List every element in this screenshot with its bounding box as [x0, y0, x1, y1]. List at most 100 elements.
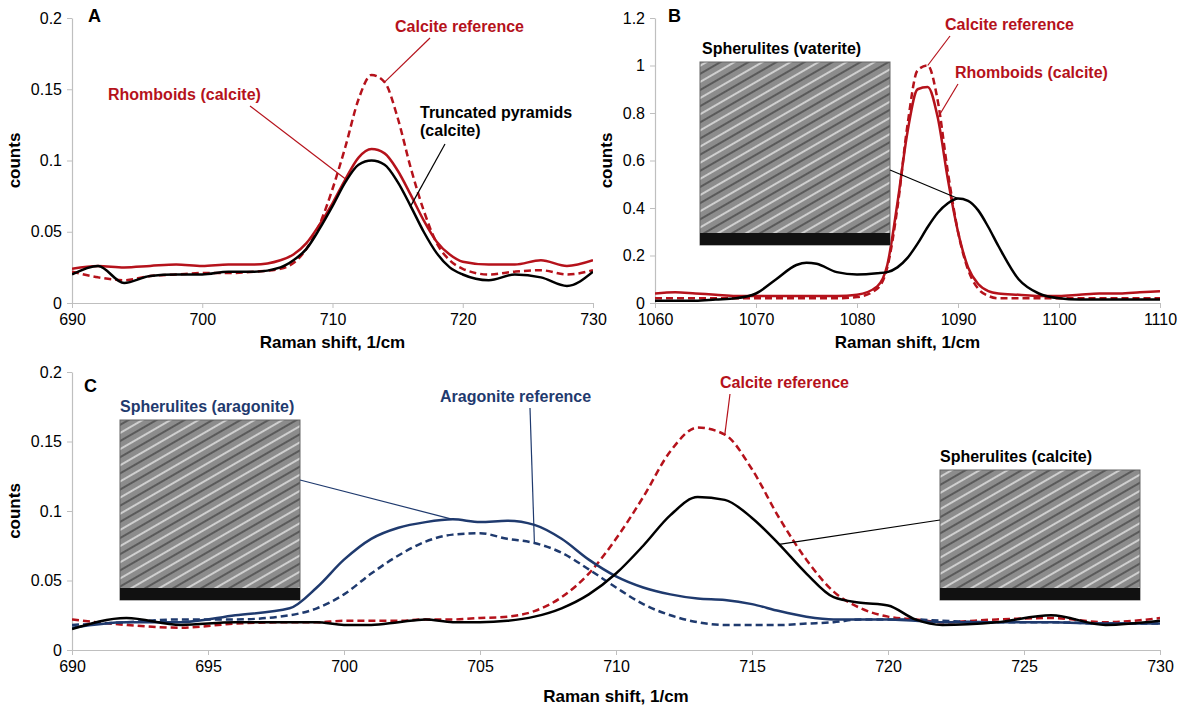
panel-letter: A	[88, 6, 101, 26]
x-tick: 705	[467, 650, 494, 675]
tick-mark	[1059, 303, 1060, 308]
y-tick: 0	[53, 642, 72, 659]
tick-label: 730	[580, 311, 607, 328]
tick-label: 1100	[1042, 311, 1077, 328]
tick-mark	[1160, 303, 1161, 308]
x-tick: 730	[1147, 650, 1174, 675]
x-axis: 106010701080109011001110	[638, 303, 1178, 328]
series-line	[72, 149, 593, 269]
series-label: Spherulites (vaterite)	[702, 40, 861, 57]
tick-label: 0.8	[623, 105, 645, 122]
tick-mark	[650, 208, 655, 209]
y-tick: 0.2	[623, 247, 655, 264]
leader-line	[725, 394, 730, 435]
tick-label: 1.2	[623, 10, 645, 27]
tick-label: 0.2	[623, 247, 645, 264]
series-label: Calcite reference	[720, 374, 849, 391]
tick-label: 690	[59, 311, 86, 328]
panel-letter: B	[668, 6, 681, 26]
tick-mark	[67, 161, 72, 162]
tick-mark	[650, 66, 655, 67]
x-axis: 690700710720730	[59, 303, 607, 328]
series-label: Aragonite reference	[440, 388, 591, 405]
tick-mark	[67, 581, 72, 582]
y-tick: 1.2	[623, 10, 655, 27]
tick-label: 695	[195, 658, 222, 675]
tick-label: 1090	[941, 311, 977, 328]
sem-image	[120, 420, 300, 600]
series-line	[72, 75, 593, 280]
y-tick: 0.05	[31, 223, 72, 240]
tick-label: 725	[1011, 658, 1038, 675]
x-tick: 725	[1011, 650, 1038, 675]
tick-label: 1110	[1144, 311, 1177, 328]
tick-mark	[344, 650, 345, 655]
tick-label: 715	[739, 658, 766, 675]
series-labels: Calcite reference Aragonite reference Sphe…	[120, 374, 1092, 544]
y-tick: 0.2	[40, 364, 72, 381]
panel: 69069570070571071572072573000.050.10.150…	[5, 364, 1174, 706]
tick-mark	[650, 18, 655, 19]
leader-line	[938, 84, 958, 118]
x-tick: 700	[331, 650, 358, 675]
x-tick: 710	[320, 303, 347, 328]
sem-image-inset	[120, 420, 300, 600]
series-line	[72, 161, 593, 286]
tick-label: 720	[875, 658, 902, 675]
tick-label: 0	[53, 642, 62, 659]
x-axis-title: Raman shift, 1/cm	[543, 687, 689, 706]
x-tick: 690	[59, 650, 86, 675]
x-axis: 690695700705710715720725730	[59, 650, 1174, 675]
x-tick: 720	[875, 650, 902, 675]
series-label: Spherulites (calcite)	[940, 448, 1092, 465]
tick-label: 0.6	[623, 152, 645, 169]
y-tick: 0.1	[40, 152, 72, 169]
tick-label: 0.1	[40, 503, 62, 520]
plot-area	[72, 75, 593, 286]
tick-label: 0.1	[40, 152, 62, 169]
x-axis-title: Raman shift, 1/cm	[835, 333, 981, 352]
tick-mark	[593, 303, 594, 308]
y-tick: 1	[636, 57, 655, 74]
figure: 690 700 710 720 730 0 0.05 0.1 0.15 0.2 Raman shif…	[0, 0, 1189, 717]
leader-line	[779, 520, 940, 544]
tick-mark	[650, 113, 655, 114]
panel-letter: C	[84, 376, 97, 396]
y-axis-title: counts	[597, 133, 616, 189]
panel: 69070071072073000.050.10.150.2Raman shif…	[5, 6, 607, 352]
series-label: Rhomboids (calcite)	[108, 86, 261, 103]
series-labels: Calcite referenceRhomboids (calcite)Sphe…	[702, 16, 1108, 199]
y-tick: 0.6	[623, 152, 655, 169]
sem-image	[940, 470, 1140, 600]
tick-mark	[616, 650, 617, 655]
y-tick: 0.4	[623, 200, 655, 217]
x-tick: 715	[739, 650, 766, 675]
series-label: Calcite reference	[395, 18, 524, 35]
x-tick: 720	[450, 303, 477, 328]
series-label: Spherulites (aragonite)	[120, 398, 294, 415]
series-labels: Calcite referenceRhomboids (calcite)Trun…	[108, 18, 572, 206]
y-axis: 00.050.10.150.2	[31, 10, 73, 312]
series-label: Rhomboids (calcite)	[955, 64, 1108, 81]
tick-label: 0.15	[31, 81, 62, 98]
y-tick: 0	[53, 295, 72, 312]
leader-line	[385, 38, 430, 82]
leader-line	[928, 36, 950, 66]
axis-line	[655, 19, 656, 304]
axis-line	[72, 373, 73, 651]
leader-line	[300, 480, 453, 519]
tick-mark	[333, 303, 334, 308]
sem-info-bar	[940, 588, 1140, 600]
y-tick: 0.15	[31, 81, 72, 98]
tick-mark	[72, 650, 73, 655]
x-tick: 1090	[941, 303, 977, 328]
x-tick: 695	[195, 650, 222, 675]
tick-mark	[72, 303, 73, 308]
tick-label: 1080	[840, 311, 876, 328]
tick-label: 690	[59, 658, 86, 675]
tick-label: 1060	[638, 311, 674, 328]
sem-info-bar	[120, 588, 300, 600]
tick-mark	[756, 303, 757, 308]
tick-label: 730	[1147, 658, 1174, 675]
sem-image-inset	[940, 470, 1140, 600]
